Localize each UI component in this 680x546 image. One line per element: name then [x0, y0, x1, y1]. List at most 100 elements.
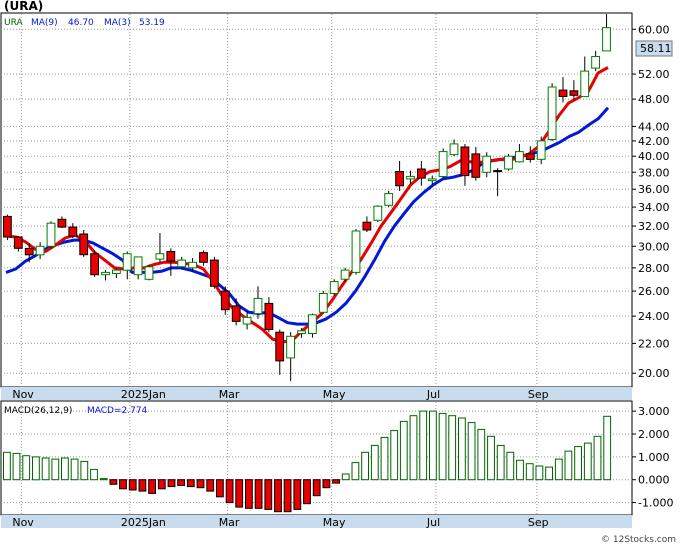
candle: [308, 313, 317, 338]
candle: [242, 310, 252, 330]
candle-body-down: [220, 290, 230, 311]
candle: [13, 236, 23, 252]
macd-bar-negative: [206, 479, 215, 492]
price-tick-label: 38.00: [638, 166, 670, 179]
candle: [362, 216, 372, 233]
candle-body-up: [580, 70, 590, 98]
candle: [318, 291, 328, 314]
macd-bar-positive: [12, 452, 21, 481]
macd-bar-positive: [361, 451, 370, 481]
legend-ma9-label: MA(9): [31, 18, 58, 28]
candle: [3, 214, 12, 241]
candle-body-up: [101, 271, 110, 276]
watermark: © 12Stocks.com: [601, 535, 676, 545]
candle-body-up: [318, 293, 328, 313]
candle: [384, 190, 394, 208]
price-tick-label: 32.00: [638, 220, 670, 233]
candle-body-up: [112, 269, 121, 275]
macd-plot-frame: [0, 400, 633, 516]
candle-body-up: [329, 281, 339, 295]
macd-bar-negative: [109, 479, 118, 485]
candle-body-up: [406, 175, 415, 180]
macd-bar-positive: [603, 415, 612, 481]
macd-bar-positive: [22, 455, 31, 481]
candle-body-down: [460, 146, 470, 177]
macd-bar-positive: [380, 436, 389, 481]
macd-bar-negative: [167, 479, 176, 488]
macd-bar-positive: [487, 435, 495, 481]
x-tick-label: 2025Jan: [121, 388, 166, 401]
price-tick-label: 40.00: [638, 150, 670, 163]
candle-body-down: [13, 236, 23, 249]
candle: [471, 146, 481, 181]
macd-bar-negative: [225, 479, 234, 504]
candle-body-down: [558, 89, 568, 97]
candle: [591, 50, 601, 72]
price-tick-label: 22.00: [638, 337, 670, 350]
candle-body-up: [602, 27, 611, 52]
x-tick-label: Sep: [528, 388, 549, 401]
macd-bar-positive: [554, 458, 563, 481]
macd-bar-positive: [41, 457, 50, 481]
macd-bar-negative: [157, 479, 166, 490]
candle-body-up: [188, 261, 197, 269]
candle: [417, 160, 426, 186]
candle: [286, 332, 296, 382]
candle-body-down: [275, 331, 285, 362]
macd-bar-positive: [448, 415, 457, 481]
candle-body-down: [395, 171, 405, 187]
legend-ma3-value: 53.19: [139, 18, 165, 28]
candle-body-up: [35, 245, 45, 256]
macd-bar-positive: [458, 417, 466, 481]
macd-tick-label: 2.000: [638, 428, 670, 441]
legend-ma9-value: 46.70: [68, 18, 94, 28]
candle-body-up: [155, 253, 165, 260]
candle: [395, 160, 405, 191]
macd-x-tick-label: Mar: [219, 516, 240, 529]
price-x-axis-labels: Nov 2025Jan Mar May Jul Sep: [12, 388, 548, 401]
x-tick-label: Mar: [219, 388, 240, 401]
macd-bar-positive: [51, 458, 60, 481]
macd-tick-label: 3.000: [638, 405, 670, 418]
macd-bar-positive: [390, 430, 399, 481]
macd-x-tick-label: Jul: [426, 516, 440, 529]
macd-bar-positive: [564, 450, 573, 481]
price-tick-label: 20.00: [638, 367, 670, 380]
candle: [112, 267, 121, 279]
macd-bar-negative: [186, 479, 195, 488]
candle: [101, 270, 110, 281]
candle-body-down: [57, 218, 67, 228]
candle: [35, 242, 45, 260]
candle-body-up: [286, 335, 296, 359]
candle: [329, 279, 339, 296]
macd-bar-negative: [148, 479, 156, 494]
candle-body-down: [24, 247, 34, 256]
candle-body-up: [308, 314, 317, 334]
macd-x-axis-band: [1, 515, 632, 528]
candle-body-up: [591, 56, 601, 69]
candle: [406, 170, 415, 185]
candle: [297, 328, 306, 338]
candle-body-up: [242, 316, 252, 325]
candle-body-up: [449, 143, 459, 156]
x-tick-label: May: [323, 388, 346, 401]
candle: [438, 148, 448, 179]
candle-body-up: [351, 230, 361, 273]
candle-body-down: [264, 302, 274, 330]
candle-body-up: [427, 178, 437, 182]
legend-ticker: URA: [4, 18, 23, 28]
candle-body-up: [340, 269, 350, 280]
candle-body-up: [133, 256, 143, 276]
macd-bar-negative: [235, 479, 244, 508]
candle-body-up: [297, 330, 306, 334]
candle-body-down: [166, 251, 176, 262]
candle: [220, 286, 230, 315]
macd-bar-positive: [535, 465, 544, 481]
price-tick-label: 34.00: [638, 201, 670, 214]
candle-body-down: [493, 170, 503, 173]
candle: [515, 143, 524, 163]
macd-panel: 3.000 2.000 1.000 0.000 -1.000 Nov 2025Jan Mar…: [0, 400, 673, 529]
macd-bar-negative: [138, 479, 147, 492]
candle-body-down: [90, 253, 99, 276]
candle-body-down: [417, 168, 426, 179]
